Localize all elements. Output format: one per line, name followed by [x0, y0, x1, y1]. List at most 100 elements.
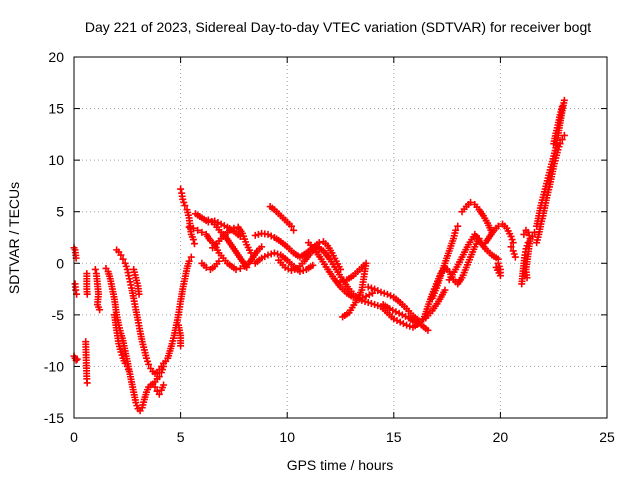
data-point — [492, 263, 500, 271]
data-point — [187, 253, 195, 261]
data-point — [264, 251, 272, 259]
data-point — [236, 264, 244, 272]
data-point — [556, 140, 564, 148]
data-point — [274, 250, 282, 258]
data-point — [181, 202, 189, 210]
data-point — [243, 263, 251, 271]
plot-frame — [73, 56, 608, 419]
data-point — [377, 288, 385, 296]
x-tick-label: 25 — [599, 429, 615, 445]
data-point — [558, 136, 566, 144]
y-tick-label: -5 — [52, 307, 65, 323]
data-point — [371, 301, 379, 309]
data-point — [258, 243, 266, 251]
data-point — [467, 198, 475, 206]
data-point — [520, 230, 528, 238]
data-point — [511, 253, 519, 261]
data-point — [190, 240, 198, 248]
data-point — [83, 379, 91, 387]
x-tick-label: 5 — [177, 429, 185, 445]
data-point — [135, 290, 143, 298]
data-point — [309, 261, 317, 269]
data-point — [155, 373, 163, 381]
data-point — [454, 222, 462, 230]
data-point — [198, 228, 206, 236]
data-point — [560, 96, 568, 104]
data-point — [452, 226, 460, 234]
data-point — [247, 249, 255, 257]
data-point — [441, 286, 449, 294]
y-tick-label: 0 — [56, 255, 64, 271]
data-point — [368, 289, 376, 297]
data-point — [374, 302, 382, 310]
data-point — [232, 265, 240, 273]
y-tick-label: 20 — [48, 49, 64, 65]
y-tick-label: 15 — [48, 101, 64, 117]
data-point — [145, 360, 153, 368]
data-point — [91, 265, 99, 273]
data-point — [83, 290, 91, 298]
y-tick-label: -10 — [44, 358, 64, 374]
data-marks — [70, 96, 568, 415]
data-point — [270, 249, 278, 257]
data-point — [403, 321, 411, 329]
x-axis-label: GPS time / hours — [287, 457, 394, 473]
data-point — [361, 297, 369, 305]
data-point — [267, 250, 275, 258]
data-point — [494, 222, 502, 230]
grid — [74, 57, 607, 418]
data-point — [380, 289, 388, 297]
data-point — [177, 185, 185, 193]
data-point — [202, 263, 210, 271]
y-tick-label: 5 — [56, 204, 64, 220]
data-point — [185, 223, 193, 231]
data-point — [340, 277, 348, 285]
data-point — [72, 286, 80, 294]
x-tick-label: 20 — [493, 429, 509, 445]
data-point — [558, 103, 566, 111]
data-point — [339, 313, 347, 321]
data-point — [194, 226, 202, 234]
x-tick-labels: 0 5 10 15 20 25 — [70, 429, 615, 445]
y-tick-label: 10 — [48, 152, 64, 168]
data-point — [119, 255, 127, 263]
x-tick-label: 15 — [386, 429, 402, 445]
data-point — [117, 251, 125, 259]
data-point — [507, 243, 515, 251]
data-point — [73, 355, 81, 363]
data-point — [189, 224, 197, 232]
data-point — [509, 239, 517, 247]
data-point — [337, 278, 344, 286]
y-tick-label: -15 — [44, 410, 64, 426]
data-point — [96, 306, 104, 314]
data-point — [151, 383, 159, 391]
data-point — [424, 326, 432, 334]
data-point — [287, 267, 295, 275]
x-tick-label: 0 — [70, 429, 78, 445]
data-point — [299, 267, 307, 275]
data-point — [560, 131, 568, 139]
data-point — [124, 366, 132, 374]
y-tick-labels: -15 -10 -5 0 5 10 15 20 — [44, 49, 64, 426]
y-axis-label: SDTVAR / TECUs — [6, 182, 22, 294]
data-point — [155, 390, 163, 398]
axis-ticks — [73, 56, 608, 419]
data-point — [236, 232, 244, 240]
x-tick-label: 10 — [279, 429, 295, 445]
data-point — [251, 231, 259, 239]
data-point — [364, 298, 372, 306]
chart-title: Day 221 of 2023, Sidereal Day-to-day VTE… — [85, 19, 591, 35]
data-point — [160, 381, 168, 389]
data-point — [367, 284, 375, 292]
data-point — [364, 283, 372, 291]
data-point — [523, 274, 531, 282]
data-point — [291, 265, 299, 273]
data-point — [189, 236, 197, 244]
data-point — [367, 300, 375, 308]
data-point — [177, 342, 185, 350]
data-point — [254, 230, 262, 238]
data-point — [287, 222, 295, 230]
data-point — [290, 226, 298, 234]
data-point — [215, 257, 223, 265]
